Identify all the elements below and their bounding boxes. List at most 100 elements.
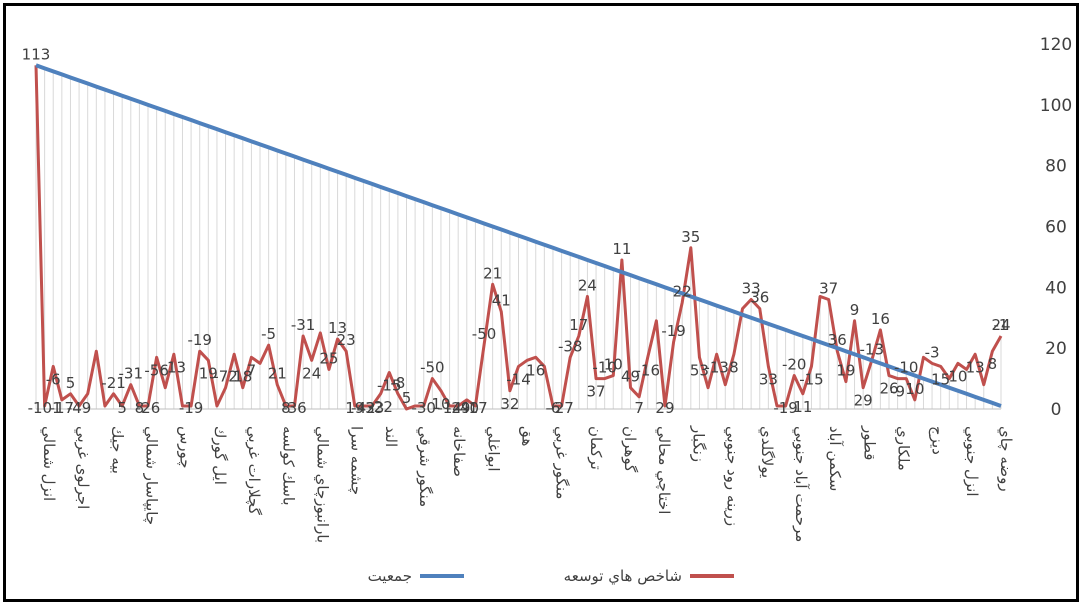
data-label: 36	[750, 289, 769, 307]
data-label: -6	[545, 399, 560, 417]
data-label: 16	[871, 310, 890, 328]
data-label: -31	[291, 316, 316, 334]
x-tick-label: ايل گورك	[211, 426, 229, 485]
legend-label: شاخص هاي توسعه	[564, 567, 682, 586]
data-label: 10	[431, 395, 450, 413]
x-tick-label: زرينه رود جنوبي	[723, 426, 742, 526]
series-lines	[34, 63, 1003, 411]
y-tick-label: 80	[1045, 157, 1067, 177]
data-label: 49	[621, 368, 640, 386]
data-label: 36	[828, 331, 847, 349]
x-tick-label: بارانبوزچاي شمالي	[312, 426, 331, 543]
data-label: 26	[879, 380, 898, 398]
data-label: 19	[836, 362, 855, 380]
data-label: -19	[661, 322, 686, 340]
data-label: 5	[402, 389, 412, 407]
x-tick-label: باسك كولسه	[279, 426, 297, 506]
data-label: -9	[890, 383, 905, 401]
x-tick-label: منگور غربي	[552, 426, 571, 499]
legend-label: جمعيت	[368, 567, 412, 585]
x-tick-label: مرحمت آباد جنوبي	[791, 426, 810, 542]
data-label: 7	[634, 399, 644, 417]
data-label: 15	[931, 370, 950, 388]
data-label: 25	[319, 349, 338, 367]
data-label: -6	[46, 370, 61, 388]
data-label: 33	[742, 280, 761, 298]
x-tick-label: اختاچي محالي	[654, 426, 673, 514]
x-tick-label: گوهران	[621, 426, 639, 473]
x-tick-label: روضه چاي	[996, 426, 1015, 492]
data-label: 17	[569, 316, 588, 334]
data-label: -10	[894, 359, 919, 377]
x-tick-label: ابواغلي	[483, 426, 502, 472]
x-tick-label: الند	[382, 426, 400, 447]
data-label: 24	[302, 364, 321, 382]
data-label: -15	[799, 370, 824, 388]
data-label: -101	[28, 399, 62, 417]
y-tick-label: 40	[1045, 278, 1067, 298]
data-label: -17	[50, 399, 75, 417]
x-tick-label: ديزج	[928, 426, 947, 455]
x-tick-label: هق	[519, 426, 537, 447]
chart-svg: 0 20 40 60 80 100 120 انزل شمالي اجرلوی غربي بيه…	[22, 35, 1073, 586]
data-label: -14	[437, 399, 462, 417]
data-label: 35	[681, 228, 700, 246]
data-label: -21	[101, 374, 126, 392]
data-label: -30	[411, 399, 436, 417]
data-label: 13	[328, 319, 347, 337]
data-label: -50	[472, 325, 497, 343]
legend: شاخص هاي توسعه جمعيت	[368, 567, 734, 586]
data-label: -72	[213, 368, 238, 386]
data-label: -14	[506, 370, 531, 388]
data-label: -20	[782, 356, 807, 374]
data-label: 41	[492, 292, 511, 310]
x-axis: انزل شمالي اجرلوی غربي بيه جيك چايپاسار شما…	[36, 408, 1015, 543]
data-label: -19	[179, 399, 204, 417]
data-label: 8	[729, 358, 739, 376]
y-tick-label: 20	[1045, 339, 1067, 359]
data-label: 32	[500, 395, 519, 413]
data-label: 11	[793, 398, 812, 416]
data-label: -10	[592, 359, 617, 377]
data-label: 33	[759, 370, 778, 388]
x-tick-label: سكمن آباد	[826, 426, 844, 491]
data-label: 37	[586, 383, 605, 401]
data-labels: 113-101-6-175-49-215-318-26-56-13-19-191…	[22, 45, 1011, 417]
x-tick-label: تركمان	[587, 426, 605, 470]
data-label: 5	[117, 399, 127, 417]
x-tick-label: چايپاسار شمالي	[142, 426, 161, 525]
data-label: 24	[578, 276, 597, 294]
x-tick-label: يولاگلدي	[757, 426, 776, 478]
y-tick-label: 120	[1040, 35, 1072, 55]
x-tick-label: چورس	[177, 426, 195, 469]
data-label: -13	[162, 358, 187, 376]
data-label: 8	[281, 399, 291, 417]
data-label: 37	[819, 280, 838, 298]
data-label: -16	[635, 361, 660, 379]
data-label: 16	[526, 361, 545, 379]
data-label: 7	[247, 361, 257, 379]
data-label: -38	[558, 337, 583, 355]
y-tick-label: 60	[1045, 218, 1067, 238]
data-label: -26	[136, 399, 161, 417]
data-label: 19	[199, 364, 218, 382]
data-label: -40	[455, 399, 480, 417]
data-label: 113	[22, 45, 51, 63]
series-line-population	[35, 63, 1002, 408]
data-label: -42	[351, 399, 376, 417]
data-label: -49	[67, 399, 92, 417]
data-label: -50	[420, 359, 445, 377]
y-tick-label: 0	[1051, 400, 1062, 420]
data-label: -27	[549, 399, 574, 417]
data-label: -17	[463, 399, 488, 417]
x-tick-label: زنگبار	[689, 425, 707, 462]
chart-frame: 0 20 40 60 80 100 120 انزل شمالي اجرلوی غربي بيه…	[3, 3, 1079, 602]
data-label: -29	[446, 399, 471, 417]
x-tick-label: انزل جنوبي	[962, 426, 981, 497]
data-label: -3	[925, 343, 940, 361]
x-tick-label: ملكاري	[893, 426, 912, 471]
data-label: 23	[337, 331, 356, 349]
data-label: 9	[850, 301, 860, 319]
data-label: -13	[860, 340, 885, 358]
data-label: 11	[612, 240, 631, 258]
